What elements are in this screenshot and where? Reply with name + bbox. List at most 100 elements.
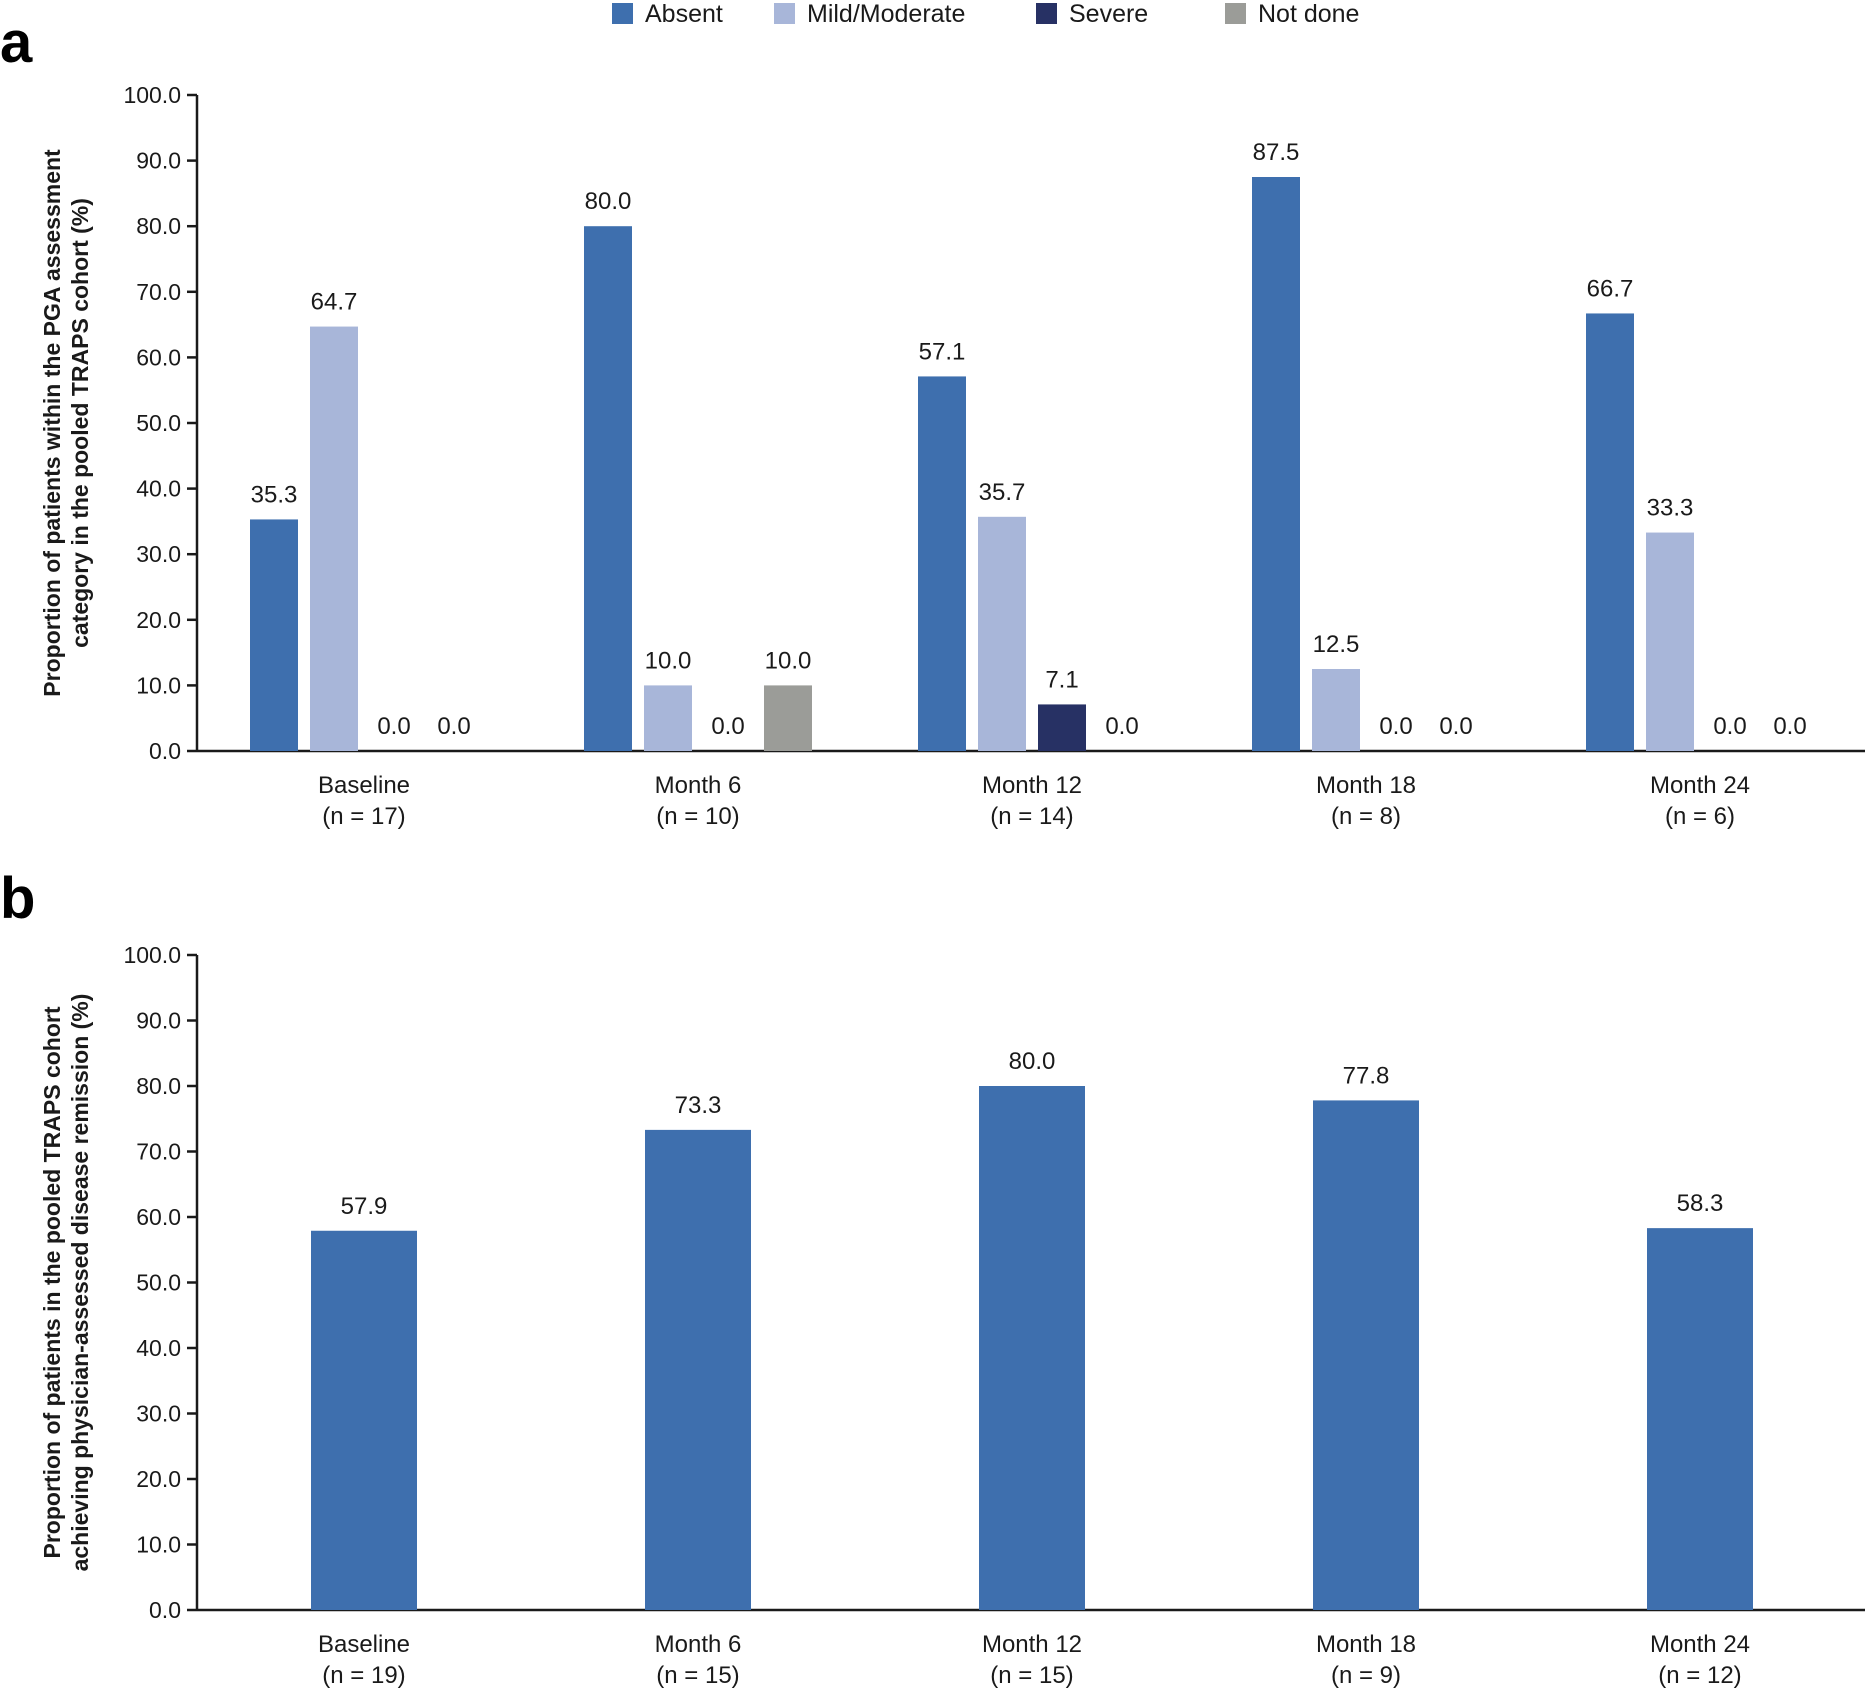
data-label: 0.0 <box>711 713 744 740</box>
bar-mild-moderate <box>1646 532 1694 751</box>
x-category-label: Month 24 <box>1650 1631 1750 1658</box>
y-tick-label: 100.0 <box>123 82 181 108</box>
y-tick-label: 60.0 <box>136 344 181 370</box>
data-label: 80.0 <box>585 188 632 215</box>
x-category-label: Month 6 <box>655 772 742 799</box>
y-tick-label: 50.0 <box>136 410 181 436</box>
bar-value <box>1647 1228 1753 1610</box>
x-category-label: Baseline <box>318 772 410 799</box>
data-label: 87.5 <box>1253 139 1300 166</box>
data-label: 58.3 <box>1677 1190 1724 1217</box>
panel-b-letter: b <box>0 866 35 931</box>
y-tick-label: 80.0 <box>136 213 181 239</box>
x-category-label: Baseline <box>318 1631 410 1658</box>
data-label: 35.3 <box>251 481 298 508</box>
data-label: 0.0 <box>377 713 410 740</box>
data-label: 33.3 <box>1647 495 1694 522</box>
bar-mild-moderate <box>978 516 1026 751</box>
data-label: 0.0 <box>1105 713 1138 740</box>
y-tick-label: 70.0 <box>136 279 181 305</box>
legend-swatch-severe <box>1036 3 1057 24</box>
bar-absent <box>918 376 966 751</box>
x-category-n-label: (n = 17) <box>322 803 405 830</box>
y-axis-title-line: achieving physician-assessed disease rem… <box>67 994 93 1572</box>
y-tick-label: 0.0 <box>149 738 181 764</box>
bar-absent <box>584 226 632 751</box>
bar-value <box>1313 1100 1419 1610</box>
bar-value <box>645 1129 751 1610</box>
data-label: 0.0 <box>1439 713 1472 740</box>
data-label: 0.0 <box>1773 713 1806 740</box>
panel-b-chart: b 0.0 10.0 20.0 30.0 40.0 50.0 60.0 70.0 80.0 90.… <box>0 866 1865 1689</box>
y-tick-label: 90.0 <box>136 148 181 174</box>
legend-label: Severe <box>1069 0 1148 28</box>
y-tick-label: 90.0 <box>136 1008 181 1034</box>
y-tick-label: 40.0 <box>136 1335 181 1361</box>
legend-label: Absent <box>645 0 723 28</box>
x-category-n-label: (n = 19) <box>322 1662 405 1689</box>
y-axis-title-line: Proportion of patients in the pooled TRA… <box>39 1006 65 1558</box>
y-tick-label: 40.0 <box>136 476 181 502</box>
y-axis-title-line: category in the pooled TRAPS cohort (%) <box>67 198 93 648</box>
data-label: 80.0 <box>1009 1048 1056 1075</box>
data-label: 57.9 <box>341 1193 388 1220</box>
data-label: 10.0 <box>765 647 812 674</box>
data-label: 0.0 <box>437 713 470 740</box>
x-category-n-label: (n = 12) <box>1658 1662 1741 1689</box>
data-label: 57.1 <box>919 338 966 365</box>
y-tick-label: 0.0 <box>149 1597 181 1623</box>
legend-label: Not done <box>1258 0 1359 28</box>
y-tick-label: 80.0 <box>136 1073 181 1099</box>
bar-mild-moderate <box>310 326 358 751</box>
data-label: 12.5 <box>1313 631 1360 658</box>
y-tick-label: 20.0 <box>136 607 181 633</box>
data-label: 0.0 <box>1379 713 1412 740</box>
y-tick-label: 30.0 <box>136 541 181 567</box>
panel-a-letter: a <box>0 10 33 75</box>
data-label: 0.0 <box>1713 713 1746 740</box>
legend-swatch-mild-moderate <box>774 3 795 24</box>
x-category-n-label: (n = 15) <box>656 1662 739 1689</box>
y-tick-label: 50.0 <box>136 1270 181 1296</box>
legend: Absent Mild/Moderate Severe Not done <box>612 0 1359 28</box>
data-label: 35.7 <box>979 479 1026 506</box>
x-category-n-label: (n = 9) <box>1331 1662 1401 1689</box>
bar-mild-moderate <box>644 685 692 751</box>
x-category-n-label: (n = 10) <box>656 803 739 830</box>
bar-absent <box>1586 313 1634 751</box>
y-axis-title-line: Proportion of patients within the PGA as… <box>39 149 65 697</box>
data-label: 64.7 <box>311 289 358 316</box>
y-tick-label: 60.0 <box>136 1204 181 1230</box>
data-label: 73.3 <box>675 1092 722 1119</box>
data-label: 7.1 <box>1045 666 1078 693</box>
bar-value <box>979 1086 1085 1610</box>
x-category-label: Month 12 <box>982 1631 1082 1658</box>
y-tick-label: 20.0 <box>136 1466 181 1492</box>
x-category-n-label: (n = 8) <box>1331 803 1401 830</box>
legend-swatch-absent <box>612 3 633 24</box>
x-category-label: Month 18 <box>1316 772 1416 799</box>
panel-a-chart: a 0.0 10.0 20.0 30.0 40.0 50.0 60.0 70.0 80.0 90.… <box>0 10 1865 830</box>
data-label: 77.8 <box>1343 1062 1390 1089</box>
y-tick-label: 100.0 <box>123 942 181 968</box>
legend-swatch-not-done <box>1225 3 1246 24</box>
y-tick-label: 30.0 <box>136 1401 181 1427</box>
x-category-n-label: (n = 6) <box>1665 803 1735 830</box>
bar-mild-moderate <box>1312 669 1360 751</box>
bar-severe <box>1038 704 1086 751</box>
y-tick-label: 10.0 <box>136 1532 181 1558</box>
x-category-n-label: (n = 15) <box>990 1662 1073 1689</box>
y-tick-label: 70.0 <box>136 1139 181 1165</box>
legend-label: Mild/Moderate <box>807 0 965 28</box>
y-axis-title: Proportion of patients within the PGA as… <box>39 149 93 697</box>
x-category-label: Month 18 <box>1316 1631 1416 1658</box>
x-category-n-label: (n = 14) <box>990 803 1073 830</box>
bar-absent <box>1252 177 1300 751</box>
x-category-label: Month 6 <box>655 1631 742 1658</box>
bar-not-done <box>764 685 812 751</box>
data-label: 10.0 <box>645 647 692 674</box>
bar-value <box>311 1230 417 1610</box>
data-label: 66.7 <box>1587 275 1634 302</box>
x-category-label: Month 12 <box>982 772 1082 799</box>
